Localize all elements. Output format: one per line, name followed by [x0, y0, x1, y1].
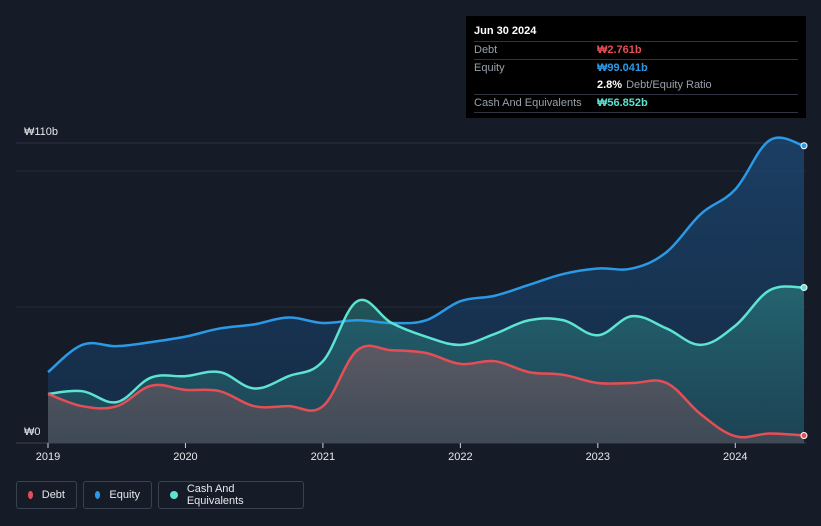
tooltip-row-ratio: 2.8% Debt/Equity Ratio	[474, 77, 798, 94]
x-tick-label-2023: 2023	[586, 451, 610, 463]
cash-end-point[interactable]	[800, 284, 808, 292]
legend-item-cash[interactable]: Cash And Equivalents	[158, 481, 304, 509]
equity-end-point[interactable]	[800, 142, 808, 150]
tooltip-cash-label: Cash And Equivalents	[474, 97, 582, 109]
y-axis-label-bottom: ₩0	[24, 426, 41, 438]
legend-item-equity[interactable]: Equity	[83, 481, 152, 509]
tooltip-row-cash: Cash And Equivalents ₩56.852b	[474, 94, 798, 113]
legend-label-debt: Debt	[41, 489, 65, 501]
tooltip-date: Jun 30 2024	[474, 25, 537, 37]
x-tick-label-2022: 2022	[448, 451, 472, 463]
legend-label-equity: Equity	[109, 489, 140, 501]
debt-line	[47, 344, 805, 439]
cash-line	[47, 285, 805, 404]
tooltip-ratio-spacer	[474, 77, 597, 94]
tooltip-equity-label: Equity	[474, 62, 505, 74]
cash-dot-icon	[170, 491, 178, 499]
x-tick-label-2021: 2021	[311, 451, 335, 463]
x-tick-label-2024: 2024	[723, 451, 747, 463]
tooltip-row-equity: Equity ₩99.041b	[474, 59, 798, 77]
tooltip-ratio-label: Debt/Equity Ratio	[626, 79, 712, 91]
x-tick-label-2019: 2019	[36, 451, 60, 463]
x-axis: 2019 2020 2021 2022 2023 2024	[36, 443, 748, 463]
debt-area	[48, 345, 804, 443]
y-axis-label-top: ₩110b	[24, 126, 58, 138]
legend-label-cash: Cash And Equivalents	[186, 483, 244, 507]
tooltip-debt-label: Debt	[474, 44, 498, 56]
equity-line	[47, 136, 805, 374]
tooltip-cash-value: ₩56.852b	[597, 97, 648, 109]
tooltip-panel: Jun 30 2024 Debt ₩2.761b Equity ₩99.041b…	[466, 16, 806, 118]
debt-dot-icon	[28, 491, 33, 499]
tooltip-equity-value: ₩99.041b	[597, 62, 648, 74]
equity-dot-icon	[95, 491, 101, 499]
x-tick-label-2020: 2020	[173, 451, 197, 463]
legend-item-debt[interactable]: Debt	[16, 481, 77, 509]
debt-end-point[interactable]	[800, 431, 808, 439]
tooltip-ratio-value: 2.8%	[597, 79, 623, 91]
tooltip-row-debt: Debt ₩2.761b	[474, 41, 798, 59]
tooltip-debt-value: ₩2.761b	[597, 44, 642, 56]
